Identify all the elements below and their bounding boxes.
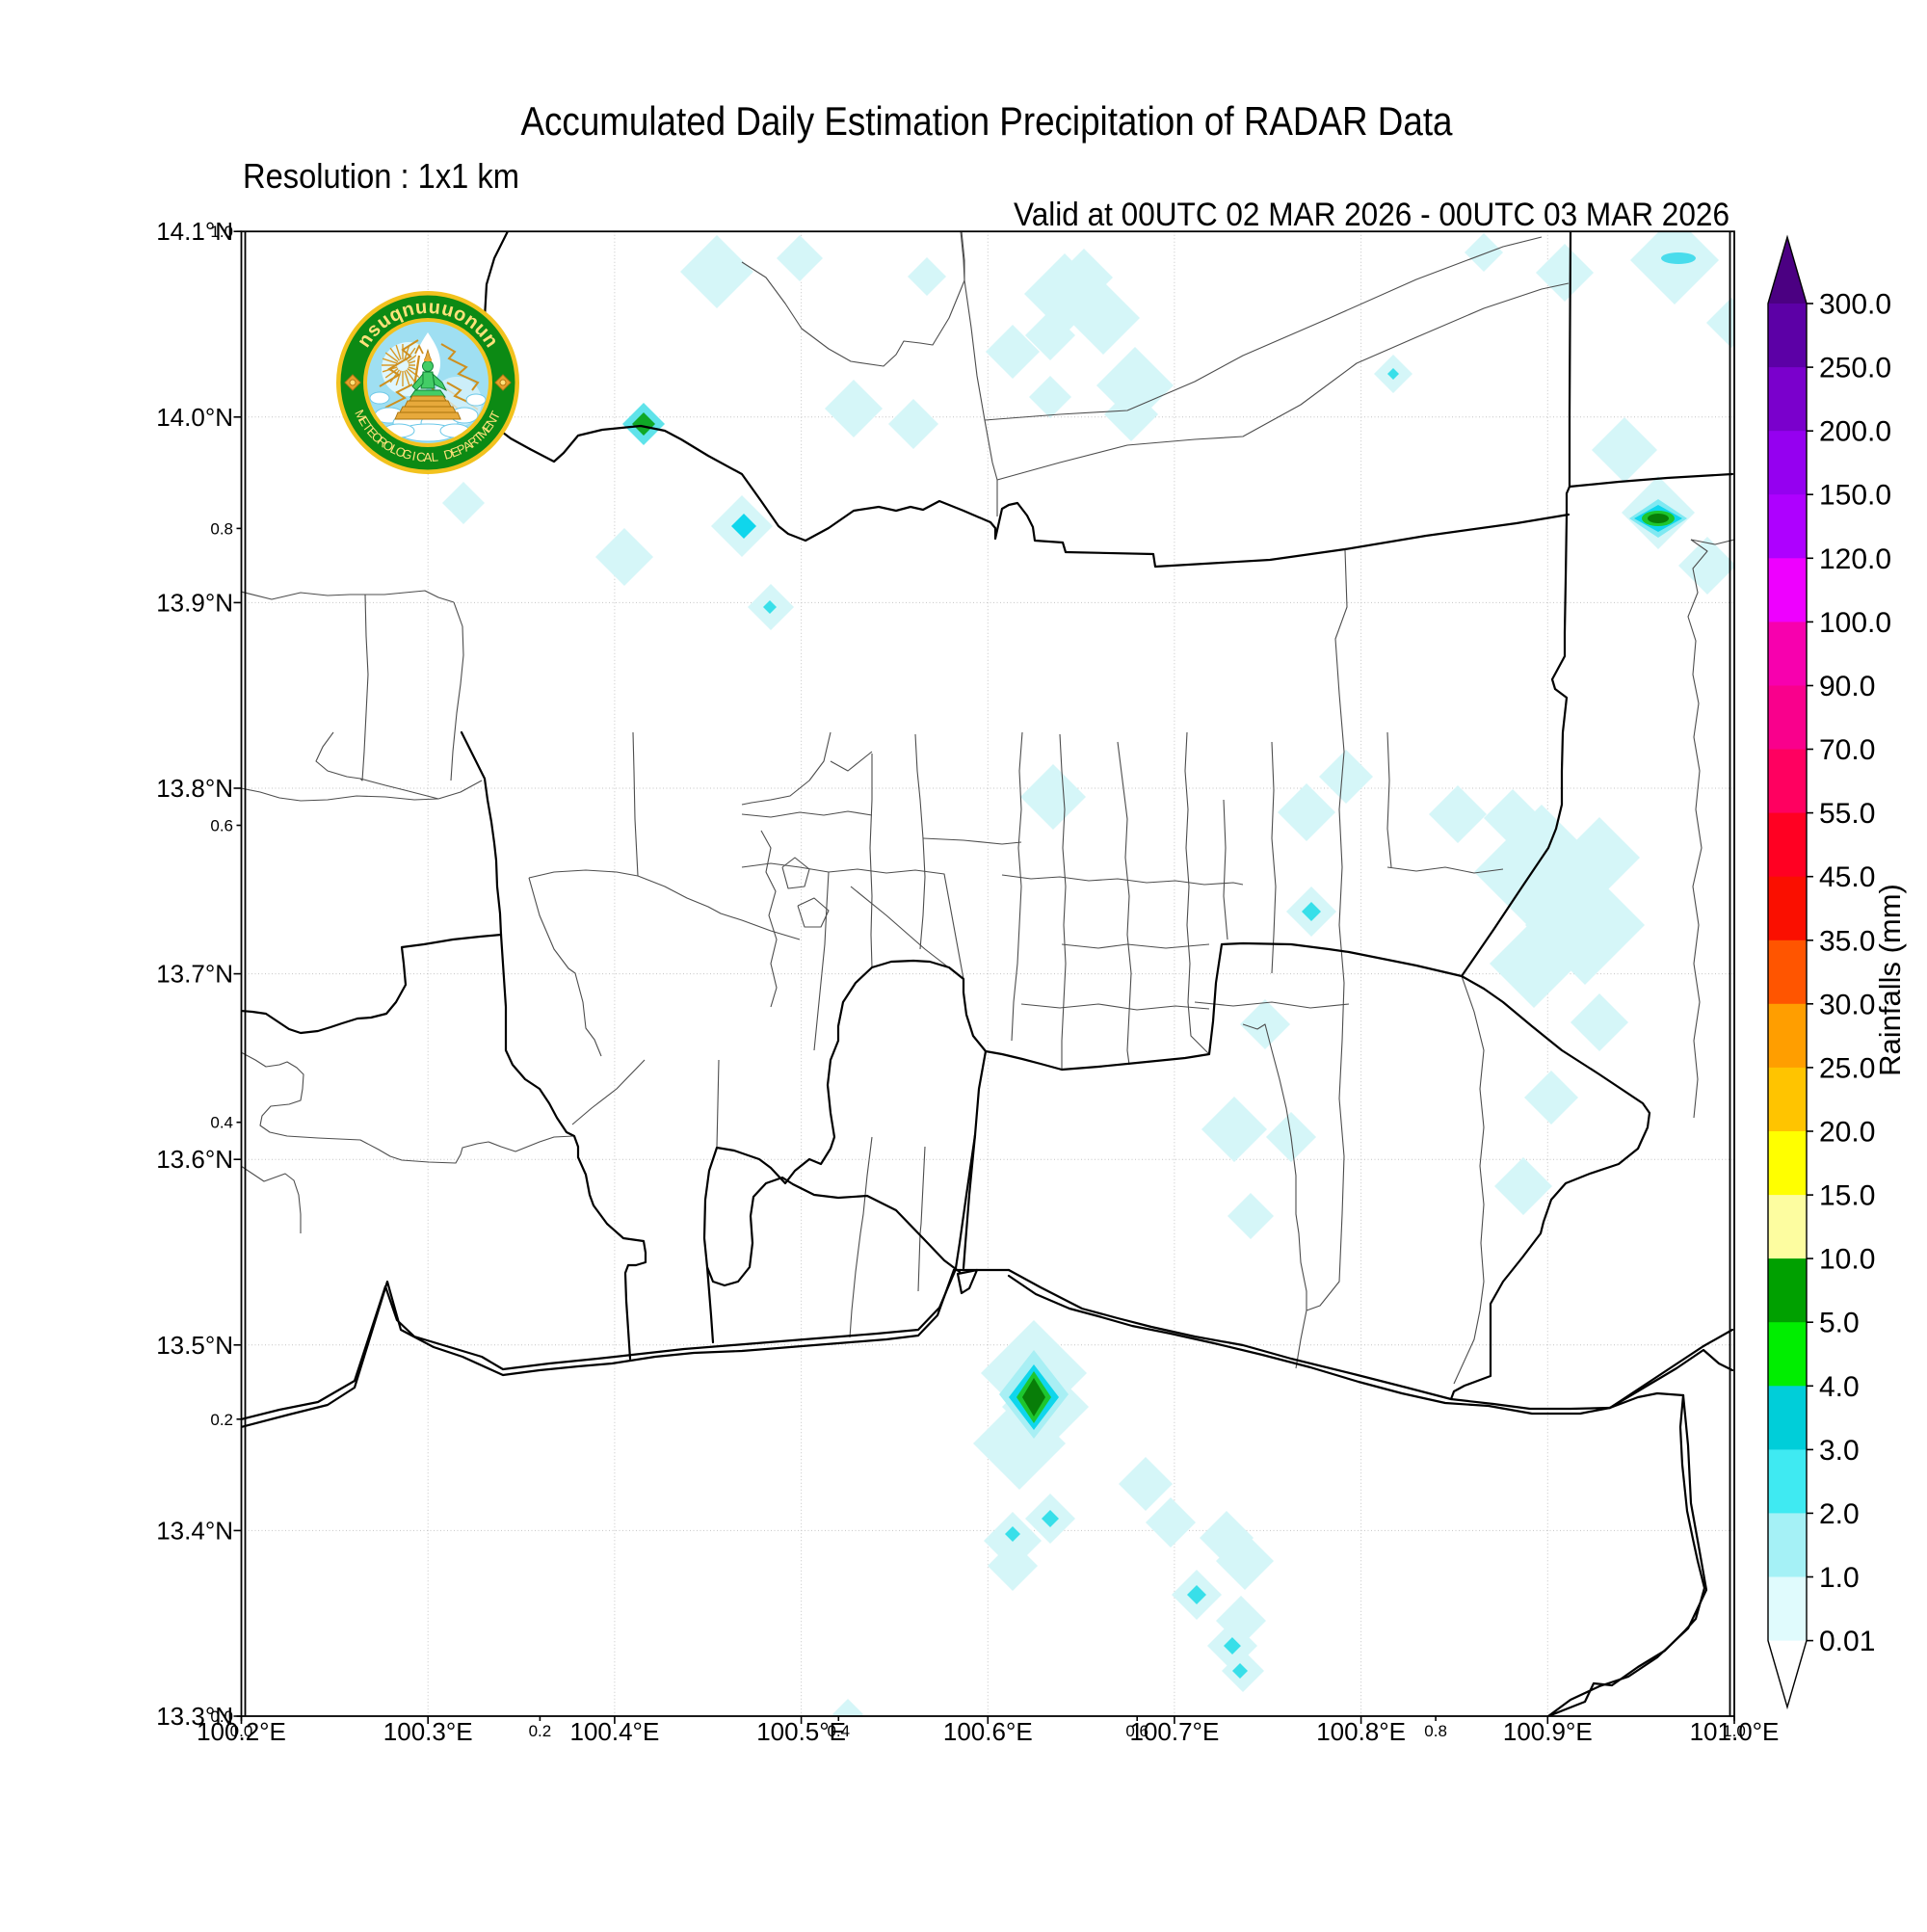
svg-text:20.0: 20.0 bbox=[1819, 1117, 1875, 1149]
svg-text:0.0: 0.0 bbox=[230, 1722, 253, 1740]
svg-text:n: n bbox=[400, 298, 417, 321]
svg-text:u: u bbox=[428, 297, 441, 319]
svg-text:100.5°E: 100.5°E bbox=[756, 1717, 846, 1746]
svg-text:101.0°E: 101.0°E bbox=[1690, 1717, 1780, 1746]
svg-text:25.0: 25.0 bbox=[1819, 1052, 1875, 1084]
svg-text:0.4: 0.4 bbox=[827, 1722, 850, 1740]
svg-text:100.8°E: 100.8°E bbox=[1316, 1717, 1406, 1746]
svg-text:C: C bbox=[415, 449, 426, 464]
svg-text:0.2: 0.2 bbox=[529, 1722, 552, 1740]
svg-text:13.7°N: 13.7°N bbox=[156, 960, 233, 989]
svg-text:13.9°N: 13.9°N bbox=[156, 588, 233, 617]
svg-text:13.5°N: 13.5°N bbox=[156, 1331, 233, 1360]
svg-text:13.8°N: 13.8°N bbox=[156, 774, 233, 803]
svg-text:10.0: 10.0 bbox=[1819, 1244, 1875, 1276]
svg-text:150.0: 150.0 bbox=[1819, 480, 1891, 512]
svg-text:Rainfalls (mm): Rainfalls (mm) bbox=[1873, 884, 1907, 1076]
svg-text:I: I bbox=[411, 448, 417, 463]
svg-text:300.0: 300.0 bbox=[1819, 289, 1891, 321]
svg-text:L: L bbox=[431, 449, 439, 464]
svg-text:G: G bbox=[401, 446, 414, 463]
svg-text:0.8: 0.8 bbox=[210, 519, 233, 538]
svg-text:0.4: 0.4 bbox=[210, 1114, 233, 1132]
svg-text:Accumulated Daily Estimation P: Accumulated Daily Estimation Precipitati… bbox=[521, 98, 1454, 144]
svg-text:250.0: 250.0 bbox=[1819, 353, 1891, 384]
svg-text:100.6°E: 100.6°E bbox=[943, 1717, 1033, 1746]
svg-text:55.0: 55.0 bbox=[1819, 798, 1875, 830]
svg-text:0.6: 0.6 bbox=[210, 817, 233, 835]
svg-text:100.3°E: 100.3°E bbox=[383, 1717, 473, 1746]
svg-text:u: u bbox=[439, 298, 457, 321]
svg-text:A: A bbox=[424, 450, 433, 464]
svg-text:Resolution : 1x1 km: Resolution : 1x1 km bbox=[243, 156, 519, 196]
svg-text:1.0: 1.0 bbox=[1723, 1722, 1746, 1740]
svg-text:14.0°N: 14.0°N bbox=[156, 403, 233, 432]
svg-text:3.0: 3.0 bbox=[1819, 1435, 1860, 1467]
svg-text:4.0: 4.0 bbox=[1819, 1371, 1860, 1403]
svg-text:u: u bbox=[414, 297, 428, 319]
svg-text:13.4°N: 13.4°N bbox=[156, 1516, 233, 1545]
svg-text:0.8: 0.8 bbox=[1424, 1722, 1447, 1740]
svg-text:13.6°N: 13.6°N bbox=[156, 1145, 233, 1174]
svg-text:45.0: 45.0 bbox=[1819, 861, 1875, 893]
svg-text:200.0: 200.0 bbox=[1819, 416, 1891, 448]
svg-text:35.0: 35.0 bbox=[1819, 925, 1875, 957]
svg-text:100.9°E: 100.9°E bbox=[1503, 1717, 1593, 1746]
svg-text:120.0: 120.0 bbox=[1819, 543, 1891, 575]
svg-text:0.0: 0.0 bbox=[210, 1707, 233, 1726]
svg-text:15.0: 15.0 bbox=[1819, 1180, 1875, 1212]
svg-text:D: D bbox=[442, 446, 455, 463]
svg-text:13.3°N: 13.3°N bbox=[156, 1702, 233, 1731]
svg-text:14.1°N: 14.1°N bbox=[156, 217, 233, 246]
svg-text:1.0: 1.0 bbox=[210, 223, 233, 241]
svg-text:2.0: 2.0 bbox=[1819, 1498, 1860, 1530]
svg-text:70.0: 70.0 bbox=[1819, 734, 1875, 766]
svg-text:0.2: 0.2 bbox=[210, 1411, 233, 1429]
svg-text:5.0: 5.0 bbox=[1819, 1308, 1860, 1339]
svg-text:100.4°E: 100.4°E bbox=[569, 1717, 659, 1746]
svg-text:90.0: 90.0 bbox=[1819, 671, 1875, 702]
svg-text:0.01: 0.01 bbox=[1819, 1626, 1875, 1657]
svg-text:0.6: 0.6 bbox=[1125, 1722, 1148, 1740]
svg-text:Valid at 00UTC 02 MAR 2026 - 0: Valid at 00UTC 02 MAR 2026 - 00UTC 03 MA… bbox=[1014, 197, 1729, 233]
svg-text:100.7°E: 100.7°E bbox=[1129, 1717, 1219, 1746]
svg-text:1.0: 1.0 bbox=[1819, 1562, 1860, 1594]
svg-text:100.2°E: 100.2°E bbox=[197, 1717, 286, 1746]
svg-text:30.0: 30.0 bbox=[1819, 989, 1875, 1020]
svg-text:100.0: 100.0 bbox=[1819, 607, 1891, 639]
